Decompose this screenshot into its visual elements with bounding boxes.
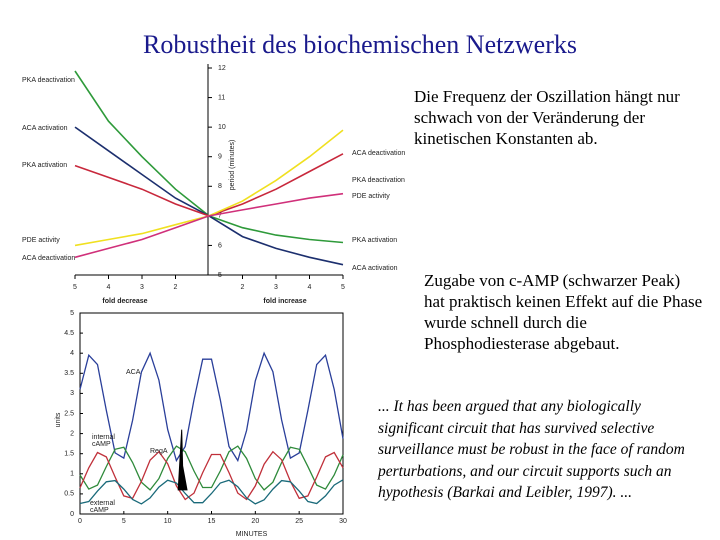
y-tick-label: 3 bbox=[70, 390, 74, 397]
line-label: ACA deactivation bbox=[22, 255, 75, 262]
series-line bbox=[79, 479, 344, 505]
x-tick-label: 3 bbox=[274, 284, 278, 291]
y-tick-label: 11 bbox=[218, 94, 225, 101]
y-tick-label: 5 bbox=[218, 272, 222, 279]
quote: ... It has been argued that any biologic… bbox=[378, 398, 685, 501]
text-block: Zugabe von c-AMP (schwarzer Peak) hat pr… bbox=[424, 271, 703, 353]
y-axis-label: units bbox=[55, 412, 62, 427]
y-tick-label: 1.5 bbox=[64, 451, 74, 458]
y-tick-label: 2 bbox=[70, 430, 74, 437]
series-line bbox=[74, 153, 344, 217]
y-axis-label: period (minutes) bbox=[229, 140, 236, 191]
text-block: Die Frequenz der Oszillation hängt nur s… bbox=[414, 87, 680, 148]
series-line bbox=[79, 445, 344, 491]
series-line bbox=[79, 351, 344, 463]
line-label: PDE activity bbox=[352, 193, 390, 200]
series-line bbox=[79, 450, 344, 501]
annotation: RegA bbox=[150, 448, 168, 455]
line-label: PKA deactivation bbox=[352, 177, 405, 184]
y-tick-label: 8 bbox=[218, 183, 222, 190]
y-tick-label: 1 bbox=[70, 471, 74, 478]
line-label: PKA activation bbox=[352, 237, 397, 244]
x-tick-label: 4 bbox=[308, 284, 312, 291]
x-tick-label: 2 bbox=[174, 284, 178, 291]
x-tick-label: 30 bbox=[339, 518, 347, 525]
line-label: PDE activity bbox=[22, 237, 60, 244]
y-tick-label: 12 bbox=[218, 65, 226, 72]
x-tick-label: 5 bbox=[73, 284, 77, 291]
series-line bbox=[74, 126, 344, 266]
x-tick-label: 2 bbox=[241, 284, 245, 291]
y-tick-label: 5 bbox=[70, 310, 74, 317]
plot-frame bbox=[79, 312, 344, 515]
y-tick-label: 10 bbox=[218, 124, 226, 131]
y-tick-label: 6 bbox=[218, 242, 222, 249]
y-tick-label: 4.5 bbox=[64, 330, 74, 337]
slide-title: Robustheit des biochemischen Netzwerks bbox=[143, 30, 577, 59]
y-tick-label: 9 bbox=[218, 154, 222, 161]
y-tick-label: 7 bbox=[218, 213, 222, 220]
annotation: external bbox=[90, 500, 115, 507]
annotation: internal bbox=[92, 434, 115, 441]
x-tick-label: 3 bbox=[140, 284, 144, 291]
series-line bbox=[74, 129, 344, 247]
x-tick-label: 4 bbox=[107, 284, 111, 291]
series-line bbox=[74, 192, 344, 259]
y-tick-label: 4 bbox=[70, 350, 74, 357]
annotation: cAMP bbox=[92, 441, 111, 448]
pulse bbox=[177, 429, 188, 491]
y-tick-label: 2.5 bbox=[64, 410, 74, 417]
x-axis-label: fold increase bbox=[263, 298, 306, 305]
annotation: cAMP bbox=[90, 507, 109, 514]
x-tick-label: 25 bbox=[295, 518, 303, 525]
line-label: PKA activation bbox=[22, 162, 67, 169]
x-tick-label: 10 bbox=[164, 518, 172, 525]
x-tick-label: 20 bbox=[251, 518, 259, 525]
x-axis-label: MINUTES bbox=[236, 531, 268, 538]
x-tick-label: 5 bbox=[341, 284, 345, 291]
line-label: ACA deactivation bbox=[352, 150, 405, 157]
annotation: ACA bbox=[126, 369, 141, 376]
x-tick-label: 5 bbox=[122, 518, 126, 525]
y-tick-label: 0.5 bbox=[64, 491, 74, 498]
x-tick-label: 15 bbox=[208, 518, 216, 525]
line-label: ACA activation bbox=[352, 265, 398, 272]
x-tick-label: 0 bbox=[78, 518, 82, 525]
y-tick-label: 0 bbox=[70, 511, 74, 518]
x-axis-label: fold decrease bbox=[102, 298, 147, 305]
y-tick-label: 3.5 bbox=[64, 370, 74, 377]
line-label: ACA activation bbox=[22, 125, 68, 132]
line-label: PKA deactivation bbox=[22, 77, 75, 84]
